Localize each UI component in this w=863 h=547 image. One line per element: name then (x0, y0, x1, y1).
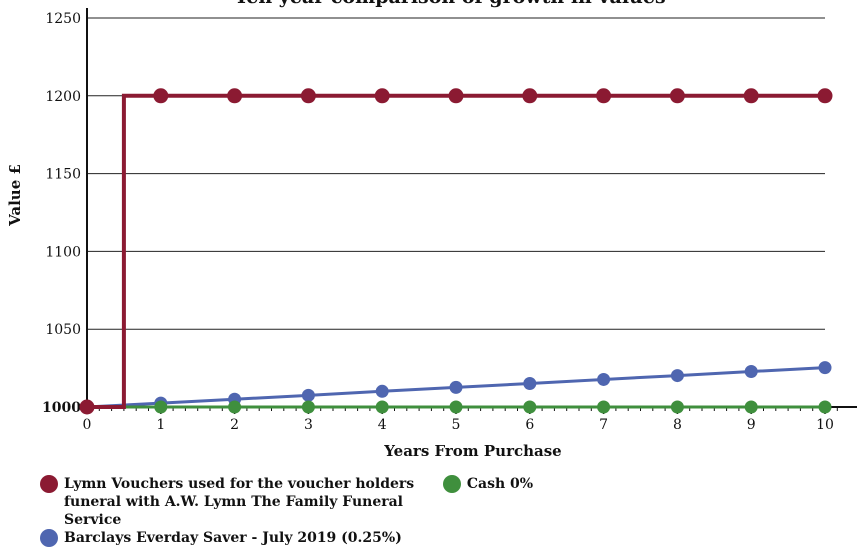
series-1-point-9 (744, 400, 758, 414)
legend-swatch-lymn (40, 475, 58, 493)
series-2-point-9 (744, 365, 758, 379)
gridlines (87, 17, 825, 330)
series-0-point-9 (743, 88, 759, 104)
series-1-point-8 (670, 400, 684, 414)
series-1-point-7 (597, 400, 611, 414)
series-0-point-1 (153, 88, 169, 104)
series-1-point-6 (523, 400, 537, 414)
legend-swatch-barclays (40, 529, 58, 547)
series-2-point-8 (670, 369, 684, 383)
series-1-point-1 (154, 400, 168, 414)
series-0-point-5 (448, 88, 464, 104)
line-chart: Ten year comparison of growth in values … (6, 0, 857, 460)
x-tick-label-10: 10 (816, 417, 834, 433)
legend-label-barclays: Barclays Everday Saver - July 2019 (0.25… (64, 530, 402, 546)
series-0-point-2 (227, 88, 243, 104)
legend-item-barclays[interactable]: Barclays Everday Saver - July 2019 (0.25… (40, 529, 402, 547)
x-tick-label-0: 0 (83, 417, 92, 433)
series-layer (79, 88, 833, 415)
legend-label-cash: Cash 0% (466, 476, 534, 492)
y-tick-label-1100: 1100 (45, 244, 81, 260)
series-2-point-3 (301, 388, 315, 402)
x-tick-label-2: 2 (230, 417, 239, 433)
y-tick-label-1000: 1000 (42, 400, 81, 416)
x-tick-label-8: 8 (673, 417, 682, 433)
series-0-point-3 (300, 88, 316, 104)
x-tick-label-6: 6 (525, 417, 534, 433)
series-1-point-5 (449, 400, 463, 414)
x-axis-title: Years From Purchase (383, 442, 561, 460)
chart-title: Ten year comparison of growth in values (234, 0, 665, 8)
x-tick-label-1: 1 (156, 417, 165, 433)
series-1-point-2 (228, 400, 242, 414)
x-tick-label-7: 7 (599, 417, 608, 433)
legend: Lymn Vouchers used for the voucher holde… (40, 475, 860, 547)
series-2-point-5 (449, 380, 463, 394)
series-1-point-3 (301, 400, 315, 414)
series-2-point-10 (818, 361, 832, 375)
y-tick-label-1200: 1200 (45, 89, 81, 105)
series-1-point-10 (818, 400, 832, 414)
y-tick-label-1050: 1050 (45, 322, 81, 338)
series-0-point-10 (817, 88, 833, 104)
x-tick-label-9: 9 (747, 417, 756, 433)
x-tick-label-5: 5 (452, 417, 461, 433)
x-tick-label-3: 3 (304, 417, 313, 433)
series-2-point-7 (597, 372, 611, 386)
series-2-point-4 (375, 384, 389, 398)
legend-item-lymn-vouchers[interactable]: Lymn Vouchers used for the voucher holde… (40, 475, 424, 529)
y-tick-label-1150: 1150 (45, 167, 81, 183)
series-0-point-0 (79, 399, 95, 415)
series-2-point-6 (523, 377, 537, 391)
series-0-point-8 (669, 88, 685, 104)
series-0-point-6 (522, 88, 538, 104)
series-1-point-4 (375, 400, 389, 414)
legend-label-lymn: Lymn Vouchers used for the voucher holde… (64, 476, 415, 528)
series-0-point-7 (596, 88, 612, 104)
legend-item-cash[interactable]: Cash 0% (442, 475, 534, 493)
y-axis-title: Value £ (6, 164, 24, 227)
series-0-point-4 (374, 88, 390, 104)
x-tick-label-4: 4 (378, 417, 387, 433)
axes: 1000 1050 1100 1150 1200 1250 0 1 2 3 4 5 6 7 8 9 10 (42, 8, 857, 433)
legend-swatch-cash (442, 475, 461, 493)
y-tick-label-1250: 1250 (45, 11, 81, 27)
